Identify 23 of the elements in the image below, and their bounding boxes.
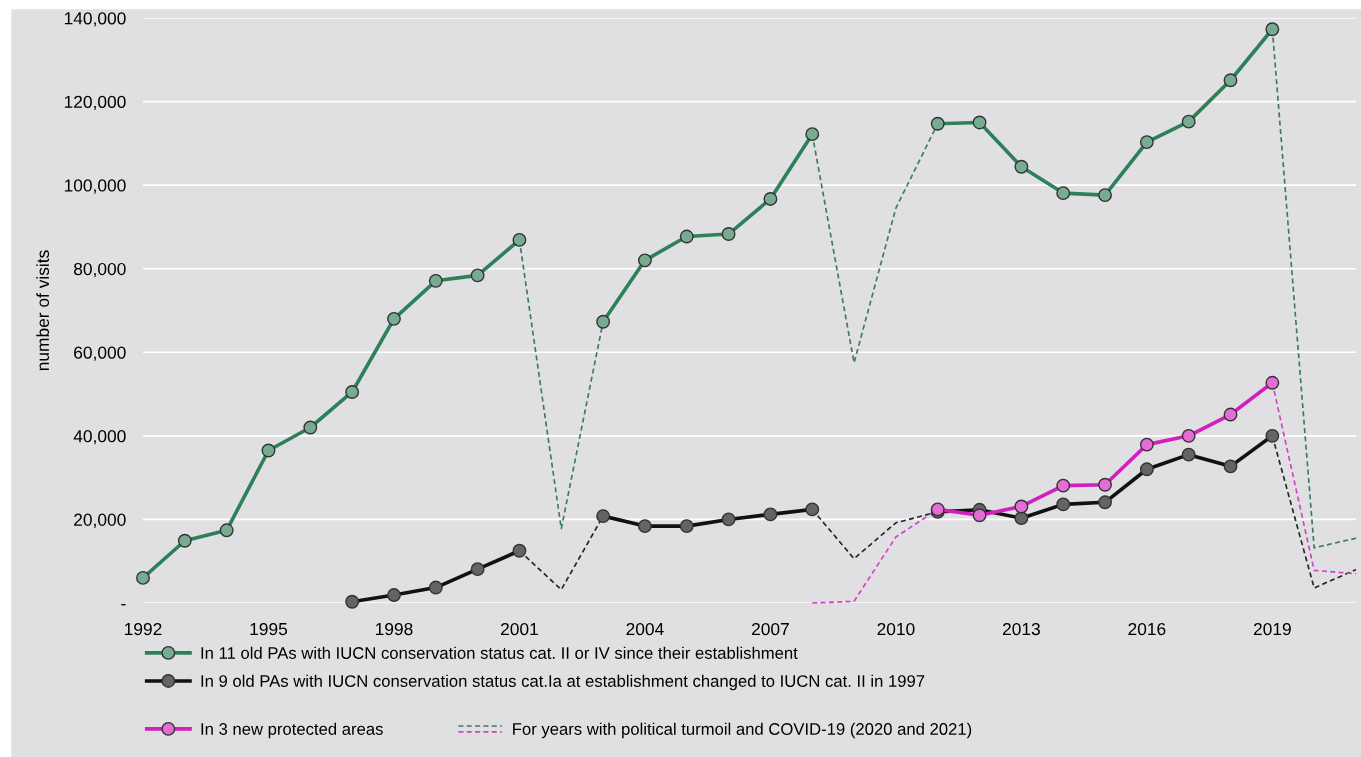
x-tick-label: 2001 bbox=[501, 622, 538, 636]
x-tick-label: 2016 bbox=[1128, 622, 1166, 636]
x-tick-label: 2010 bbox=[877, 622, 915, 636]
y-tick-label: 120,000 bbox=[64, 95, 126, 111]
x-tick-label: 2013 bbox=[1002, 622, 1040, 636]
y-tick-label: 20,000 bbox=[74, 513, 126, 528]
legend-label: For years with political turmoil and COVID-19 (2020 and 2021) bbox=[513, 722, 972, 739]
y-tick-label: 40,000 bbox=[73, 430, 126, 445]
y-tick-label: 140,000 bbox=[64, 12, 126, 27]
y-tick-label: 60,000 bbox=[74, 346, 126, 361]
y-tick-label: 80,000 bbox=[73, 262, 126, 278]
x-tick-label: 2007 bbox=[751, 622, 789, 636]
legend-label: In 11 old PAs with IUCN conservation status cat. II or IV since their establishment bbox=[201, 646, 798, 659]
x-tick-label: 2019 bbox=[1253, 622, 1291, 636]
y-tick-label: - bbox=[121, 604, 126, 606]
y-axis-title: number of visits bbox=[36, 250, 50, 371]
x-tick-label: 2004 bbox=[626, 622, 664, 636]
y-tick-label: 100,000 bbox=[64, 179, 126, 194]
legend-label: In 9 old PAs with IUCN conservation status cat.Ia at establishment changed to IUCN cat. II in 1997 bbox=[201, 674, 925, 691]
legend-label: In 3 new protected areas bbox=[201, 722, 383, 739]
x-tick-label: 1992 bbox=[125, 622, 162, 636]
x-tick-label: 1995 bbox=[250, 622, 288, 636]
x-tick-label: 1998 bbox=[375, 622, 413, 636]
